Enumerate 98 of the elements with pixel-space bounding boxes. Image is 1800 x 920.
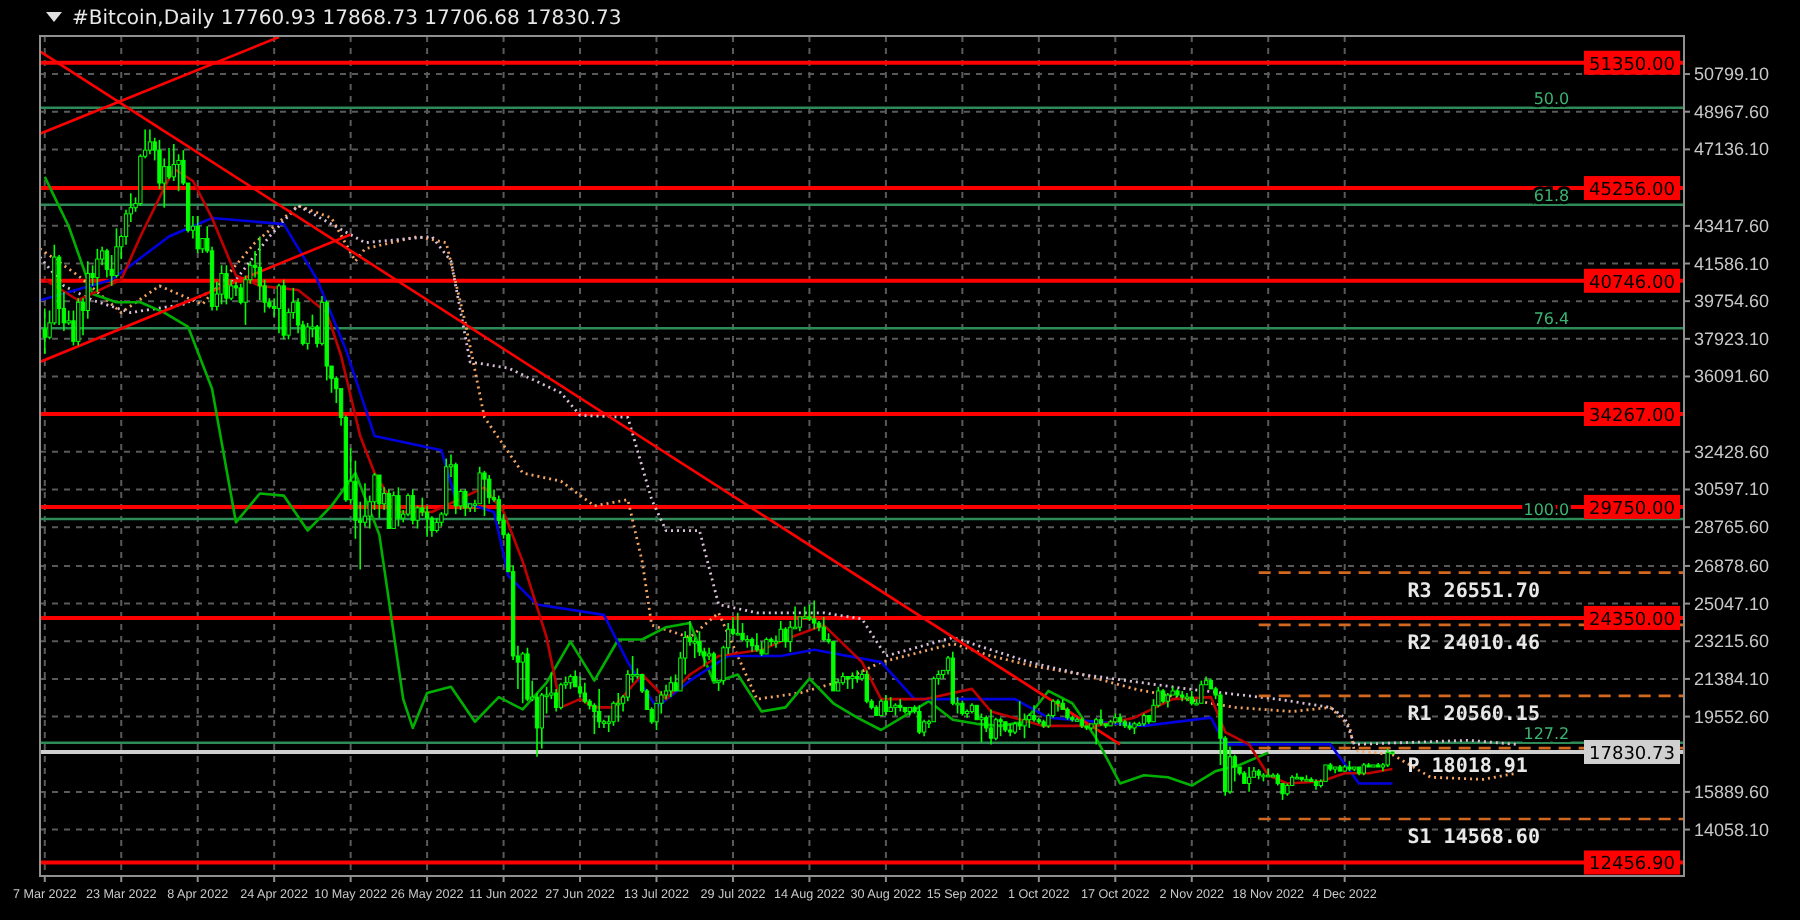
y-tick-label: 43417.60 — [1694, 215, 1770, 236]
candlestick — [104, 248, 110, 279]
candlestick — [377, 474, 382, 519]
candlestick — [539, 692, 544, 750]
candlestick — [611, 700, 616, 727]
candlestick — [735, 611, 740, 637]
candlestick — [864, 669, 869, 705]
y-tick-label: 23215.60 — [1694, 631, 1770, 652]
candlestick — [659, 690, 664, 715]
ref-line-label: 40746.00 — [1589, 273, 1676, 294]
series-label: R1 20560.15 — [1407, 703, 1540, 726]
y-tick-label: 19552.60 — [1694, 706, 1770, 727]
candlestick — [773, 634, 779, 649]
candlestick — [988, 708, 994, 746]
y-tick-label: 21384.10 — [1694, 668, 1770, 689]
candlestick — [1055, 698, 1061, 713]
candlestick — [405, 492, 411, 517]
y-tick-label: 41586.10 — [1694, 253, 1770, 274]
candlestick — [778, 620, 783, 643]
candlestick — [812, 599, 817, 631]
candlestick — [114, 227, 119, 279]
candlestick — [1017, 700, 1022, 731]
candlestick — [979, 712, 984, 744]
candlestick — [769, 636, 774, 647]
candlestick — [1094, 716, 1099, 746]
candlestick — [410, 488, 415, 526]
y-tick-label: 14058.10 — [1694, 819, 1770, 840]
candlestick — [224, 264, 229, 306]
candlestick — [596, 688, 602, 729]
y-tick-label: 25047.10 — [1694, 593, 1770, 614]
candlestick — [582, 681, 587, 705]
candlestick — [711, 651, 717, 682]
candlestick — [931, 675, 936, 723]
candlestick — [424, 505, 430, 538]
series-label: R3 26551.70 — [1407, 580, 1540, 603]
candlestick — [219, 264, 224, 306]
candlestick — [391, 490, 396, 530]
annotation: 61.8 — [1533, 186, 1570, 205]
candlestick — [577, 675, 583, 698]
candlestick — [783, 626, 788, 649]
candlestick — [396, 486, 401, 528]
candlestick — [386, 488, 392, 530]
annotation: 76.4 — [1533, 310, 1570, 329]
candlestick — [195, 215, 200, 254]
candlestick — [950, 651, 955, 707]
series-label: S1 14568.60 — [1407, 827, 1540, 850]
candlestick — [463, 488, 468, 517]
annotation: 50.0 — [1533, 89, 1570, 108]
ref-line-label: 51350.00 — [1589, 55, 1676, 76]
ref-line-label: 34267.00 — [1589, 407, 1676, 428]
candlestick — [998, 716, 1003, 737]
candlestick — [1246, 766, 1252, 793]
candlestick — [276, 282, 282, 334]
candlestick — [95, 248, 100, 293]
candlestick — [525, 646, 530, 703]
candlestick — [558, 681, 564, 711]
series-label: R2 24010.46 — [1407, 632, 1540, 655]
candlestick — [1385, 747, 1390, 768]
candlestick — [898, 698, 903, 713]
candlestick — [1031, 704, 1037, 723]
candlestick — [993, 716, 998, 742]
ref-line-label: 29750.00 — [1589, 499, 1676, 520]
y-tick-label: 28765.60 — [1694, 517, 1770, 538]
candlestick — [109, 254, 114, 287]
candlestick — [305, 322, 310, 351]
y-tick-label: 15889.60 — [1694, 781, 1770, 802]
candlestick — [821, 616, 826, 643]
candlestick — [1199, 679, 1204, 705]
annotation: 127.2 — [1523, 724, 1570, 743]
candlestick — [76, 297, 81, 347]
candlestick — [520, 651, 525, 705]
ref-line-label: 45256.00 — [1589, 181, 1676, 202]
ref-line-label: 12456.90 — [1589, 855, 1676, 876]
candlestick — [147, 128, 153, 156]
y-tick-label: 30597.10 — [1694, 479, 1770, 500]
y-tick-label: 36091.60 — [1694, 366, 1770, 387]
ref-line-label: 24350.00 — [1589, 610, 1676, 631]
candlestick — [453, 461, 458, 515]
candlestick — [42, 307, 47, 355]
y-tick-label: 50799.10 — [1694, 64, 1770, 85]
candlestick — [668, 675, 674, 698]
candlestick — [964, 708, 970, 719]
y-tick-label: 26878.60 — [1694, 555, 1770, 576]
y-tick-label: 48967.60 — [1694, 101, 1770, 122]
candlestick — [482, 470, 487, 517]
y-tick-label: 47136.10 — [1694, 139, 1770, 160]
ref-line-label: 17830.73 — [1589, 744, 1675, 765]
y-tick-label: 37923.10 — [1694, 328, 1770, 349]
chart-title: #Bitcoin,Daily 17760.93 17868.73 17706.68 17830.73 — [72, 8, 622, 30]
y-tick-label: 32428.60 — [1694, 441, 1770, 462]
candlestick — [616, 692, 621, 723]
y-tick-label: 39754.60 — [1694, 291, 1770, 312]
candlestick — [1266, 768, 1271, 779]
candlestick — [855, 669, 860, 684]
candlestick — [917, 704, 922, 735]
candlestick — [754, 632, 760, 653]
series-label: P 18018.91 — [1407, 756, 1528, 779]
candlestick — [883, 694, 889, 717]
